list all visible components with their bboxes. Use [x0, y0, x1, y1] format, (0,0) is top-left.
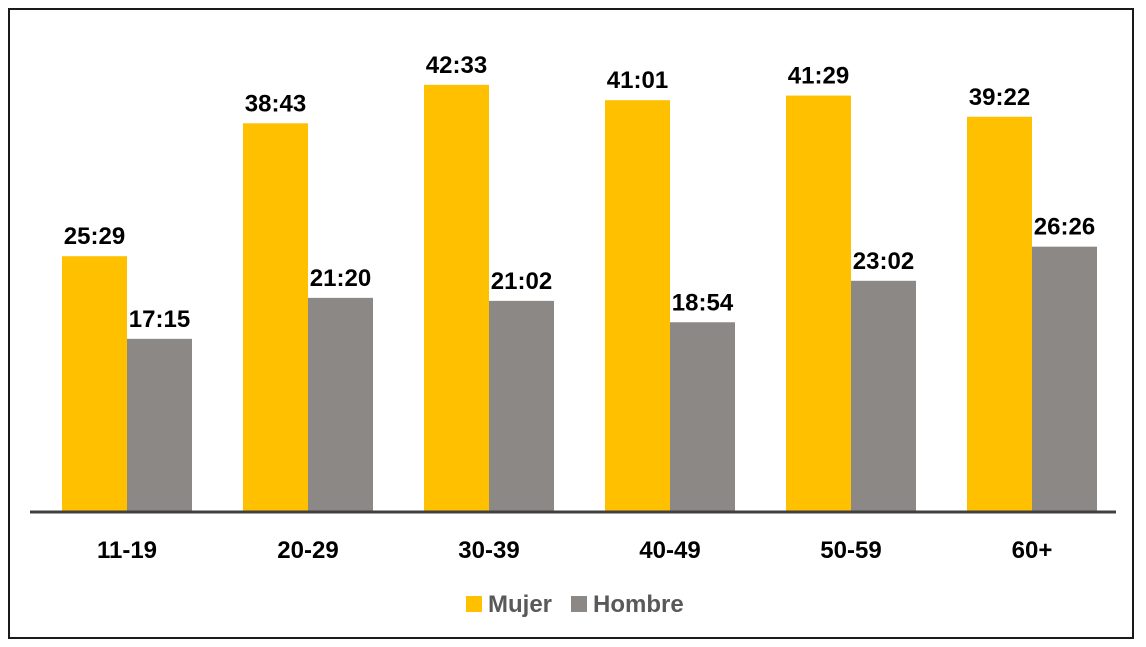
value-label-mujer-30-39: 42:33 — [426, 52, 487, 79]
legend: Mujer Hombre — [466, 591, 684, 618]
bar-hombre-50-59 — [851, 280, 916, 512]
legend-label-hombre: Hombre — [593, 591, 684, 618]
value-label-hombre-50-59: 23:02 — [853, 248, 914, 275]
legend-swatch-hombre — [571, 596, 587, 612]
bar-mujer-30-39 — [424, 84, 489, 513]
value-label-hombre-11-19: 17:15 — [129, 306, 190, 333]
value-label-hombre-20-29: 21:20 — [310, 265, 371, 292]
category-label-11-19: 11-19 — [97, 537, 157, 564]
bar-mujer-20-29 — [243, 123, 308, 513]
category-label-30-39: 30-39 — [458, 537, 519, 564]
category-label-50-59: 50-59 — [820, 537, 881, 564]
category-label-60+: 60+ — [1012, 537, 1053, 564]
legend-label-mujer: Mujer — [488, 591, 552, 618]
value-label-mujer-50-59: 41:29 — [788, 63, 849, 90]
value-label-mujer-11-19: 25:29 — [64, 223, 125, 250]
bars-group — [62, 84, 1097, 513]
category-label-40-49: 40-49 — [639, 537, 700, 564]
value-label-mujer-20-29: 38:43 — [245, 90, 306, 117]
value-label-hombre-30-39: 21:02 — [491, 268, 552, 295]
bar-hombre-30-39 — [489, 300, 554, 512]
value-label-hombre-60+: 26:26 — [1034, 214, 1095, 241]
value-label-mujer-40-49: 41:01 — [607, 67, 668, 94]
value-label-mujer-60+: 39:22 — [969, 84, 1030, 111]
category-label-20-29: 20-29 — [277, 537, 338, 564]
bar-hombre-40-49 — [670, 322, 735, 512]
bar-mujer-60+ — [967, 116, 1032, 513]
value-labels-group: 25:29 17:15 38:43 21:20 42:33 21:02 41:01 18:54… — [64, 52, 1095, 333]
category-labels-group: 11-19 20-29 30-39 40-49 50-59 60+ — [97, 537, 1052, 564]
bar-hombre-11-19 — [127, 338, 192, 512]
bar-mujer-11-19 — [62, 256, 127, 512]
chart-frame — [8, 8, 1134, 639]
legend-swatch-mujer — [466, 596, 482, 612]
bar-hombre-20-29 — [308, 297, 373, 512]
value-label-hombre-40-49: 18:54 — [672, 289, 734, 316]
bar-mujer-50-59 — [786, 95, 851, 512]
bar-mujer-40-49 — [605, 100, 670, 512]
bar-hombre-60+ — [1032, 246, 1097, 513]
